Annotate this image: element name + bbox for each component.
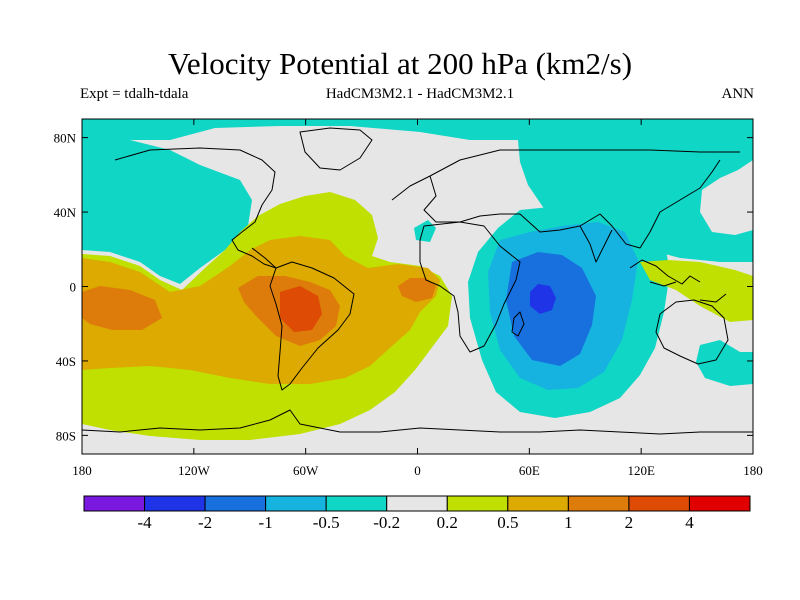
axis-ticks: 80N 40N 0 40S 80S 180 120W 60W 0 60E 120E 180 [54,119,763,478]
colorbar-swatch [688,495,751,512]
coast-antarctica [82,409,753,435]
colorbar-swatch [325,495,388,512]
colorbar-label: 4 [685,513,694,532]
colorbar-swatch [567,495,630,512]
colorbar-label: -4 [137,513,152,532]
lat-tick-label: 80N [54,131,77,146]
lon-tick-label: 120W [178,463,211,478]
contour-positive-indonesia [640,260,753,322]
coast-south-america [269,261,355,391]
colorbar-swatch [83,495,146,512]
season-label: ANN [721,86,755,102]
coast-maritime-continent [629,259,727,303]
colorbar-label: -0.2 [373,513,400,532]
contour-positive-1c [398,278,436,302]
coastlines [82,127,753,435]
colorbar-label: 2 [625,513,634,532]
colorbar-swatch [628,495,690,512]
contour-dateline-neg [696,340,753,386]
colorbar: -4 -2 -1 -0.5 -0.2 0.2 0.5 1 2 4 [83,495,751,532]
colorbar-label: -0.5 [313,513,340,532]
contour-pacific-neg [82,140,252,284]
coast-north-america [114,147,277,269]
colorbar-swatch [144,495,206,512]
colorbar-label: 0.2 [437,513,458,532]
lon-tick-label: 60W [293,463,319,478]
colorbar-swatch [446,495,509,512]
coast-greenland [299,127,373,171]
coast-africa [419,221,521,353]
contour-positive-1 [82,286,162,330]
colorbar-label: 1 [564,513,573,532]
plot-title: Velocity Potential at 200 hPa (km2/s) [167,46,633,81]
coast-india [579,225,613,263]
colorbar-swatch [386,495,448,512]
colorbar-label: 0.5 [497,513,518,532]
lon-tick-label: 120E [627,463,655,478]
lon-tick-label: 180 [743,463,763,478]
colorbar-swatch [204,495,267,512]
contour-positive-2 [280,286,322,332]
colorbar-label: -1 [259,513,273,532]
contour-field [82,119,753,454]
lon-tick-label: 0 [414,463,421,478]
contour-eurasia-neg [82,119,753,262]
experiment-label: Expt = tdalh-tdala [80,86,189,102]
lat-tick-label: 40S [56,354,76,369]
lon-tick-label: 60E [519,463,540,478]
lat-tick-label: 0 [70,280,77,295]
contour-indian-ocean-min [530,284,556,314]
coast-madagascar [511,311,525,337]
colorbar-label: -2 [198,513,212,532]
lat-tick-label: 40N [54,205,77,220]
colorbar-swatch [265,495,327,512]
coast-australia [655,299,729,365]
model-label: HadCM3M2.1 - HadCM3M2.1 [325,86,515,102]
colorbar-swatch [507,495,569,512]
lon-tick-label: 180 [72,463,92,478]
lat-tick-label: 80S [56,428,76,443]
